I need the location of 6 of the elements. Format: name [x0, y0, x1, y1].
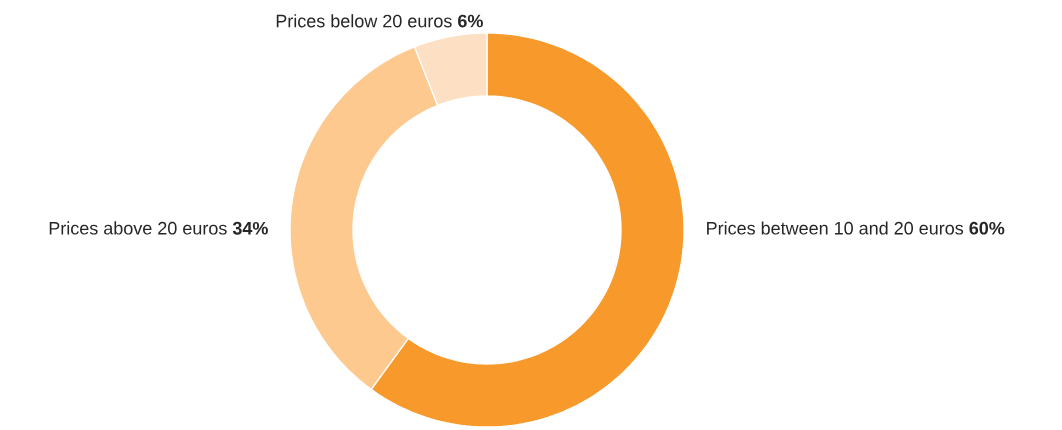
data-label: 34%	[232, 221, 268, 235]
data-label: 6%	[458, 14, 483, 28]
slice-label: Prices between 10 and 20 euros	[707, 221, 964, 235]
slice-label: Prices above 20 euros	[49, 221, 227, 235]
slice-label: Prices below 20 euros	[276, 14, 452, 28]
data-label: 60%	[969, 221, 1005, 235]
